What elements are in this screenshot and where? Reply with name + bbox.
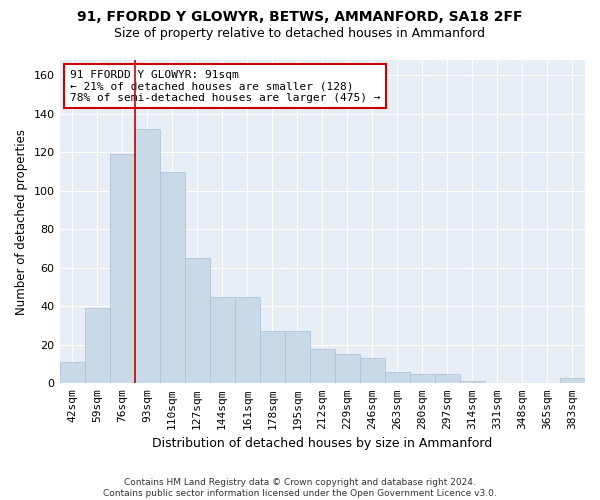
Bar bbox=[385, 372, 410, 384]
Bar bbox=[235, 296, 260, 384]
Bar bbox=[435, 374, 460, 384]
Bar bbox=[460, 382, 485, 384]
Bar bbox=[260, 332, 285, 384]
Bar bbox=[209, 296, 235, 384]
Text: Size of property relative to detached houses in Ammanford: Size of property relative to detached ho… bbox=[115, 28, 485, 40]
Text: Contains HM Land Registry data © Crown copyright and database right 2024.
Contai: Contains HM Land Registry data © Crown c… bbox=[103, 478, 497, 498]
Bar bbox=[134, 130, 160, 384]
Bar bbox=[310, 348, 335, 384]
X-axis label: Distribution of detached houses by size in Ammanford: Distribution of detached houses by size … bbox=[152, 437, 493, 450]
Bar bbox=[560, 378, 585, 384]
Bar bbox=[59, 362, 85, 384]
Bar bbox=[110, 154, 134, 384]
Bar bbox=[410, 374, 435, 384]
Y-axis label: Number of detached properties: Number of detached properties bbox=[15, 128, 28, 314]
Bar bbox=[160, 172, 185, 384]
Text: 91 FFORDD Y GLOWYR: 91sqm
← 21% of detached houses are smaller (128)
78% of semi: 91 FFORDD Y GLOWYR: 91sqm ← 21% of detac… bbox=[70, 70, 380, 103]
Text: 91, FFORDD Y GLOWYR, BETWS, AMMANFORD, SA18 2FF: 91, FFORDD Y GLOWYR, BETWS, AMMANFORD, S… bbox=[77, 10, 523, 24]
Bar bbox=[335, 354, 360, 384]
Bar bbox=[285, 332, 310, 384]
Bar bbox=[360, 358, 385, 384]
Bar bbox=[185, 258, 209, 384]
Bar bbox=[85, 308, 110, 384]
